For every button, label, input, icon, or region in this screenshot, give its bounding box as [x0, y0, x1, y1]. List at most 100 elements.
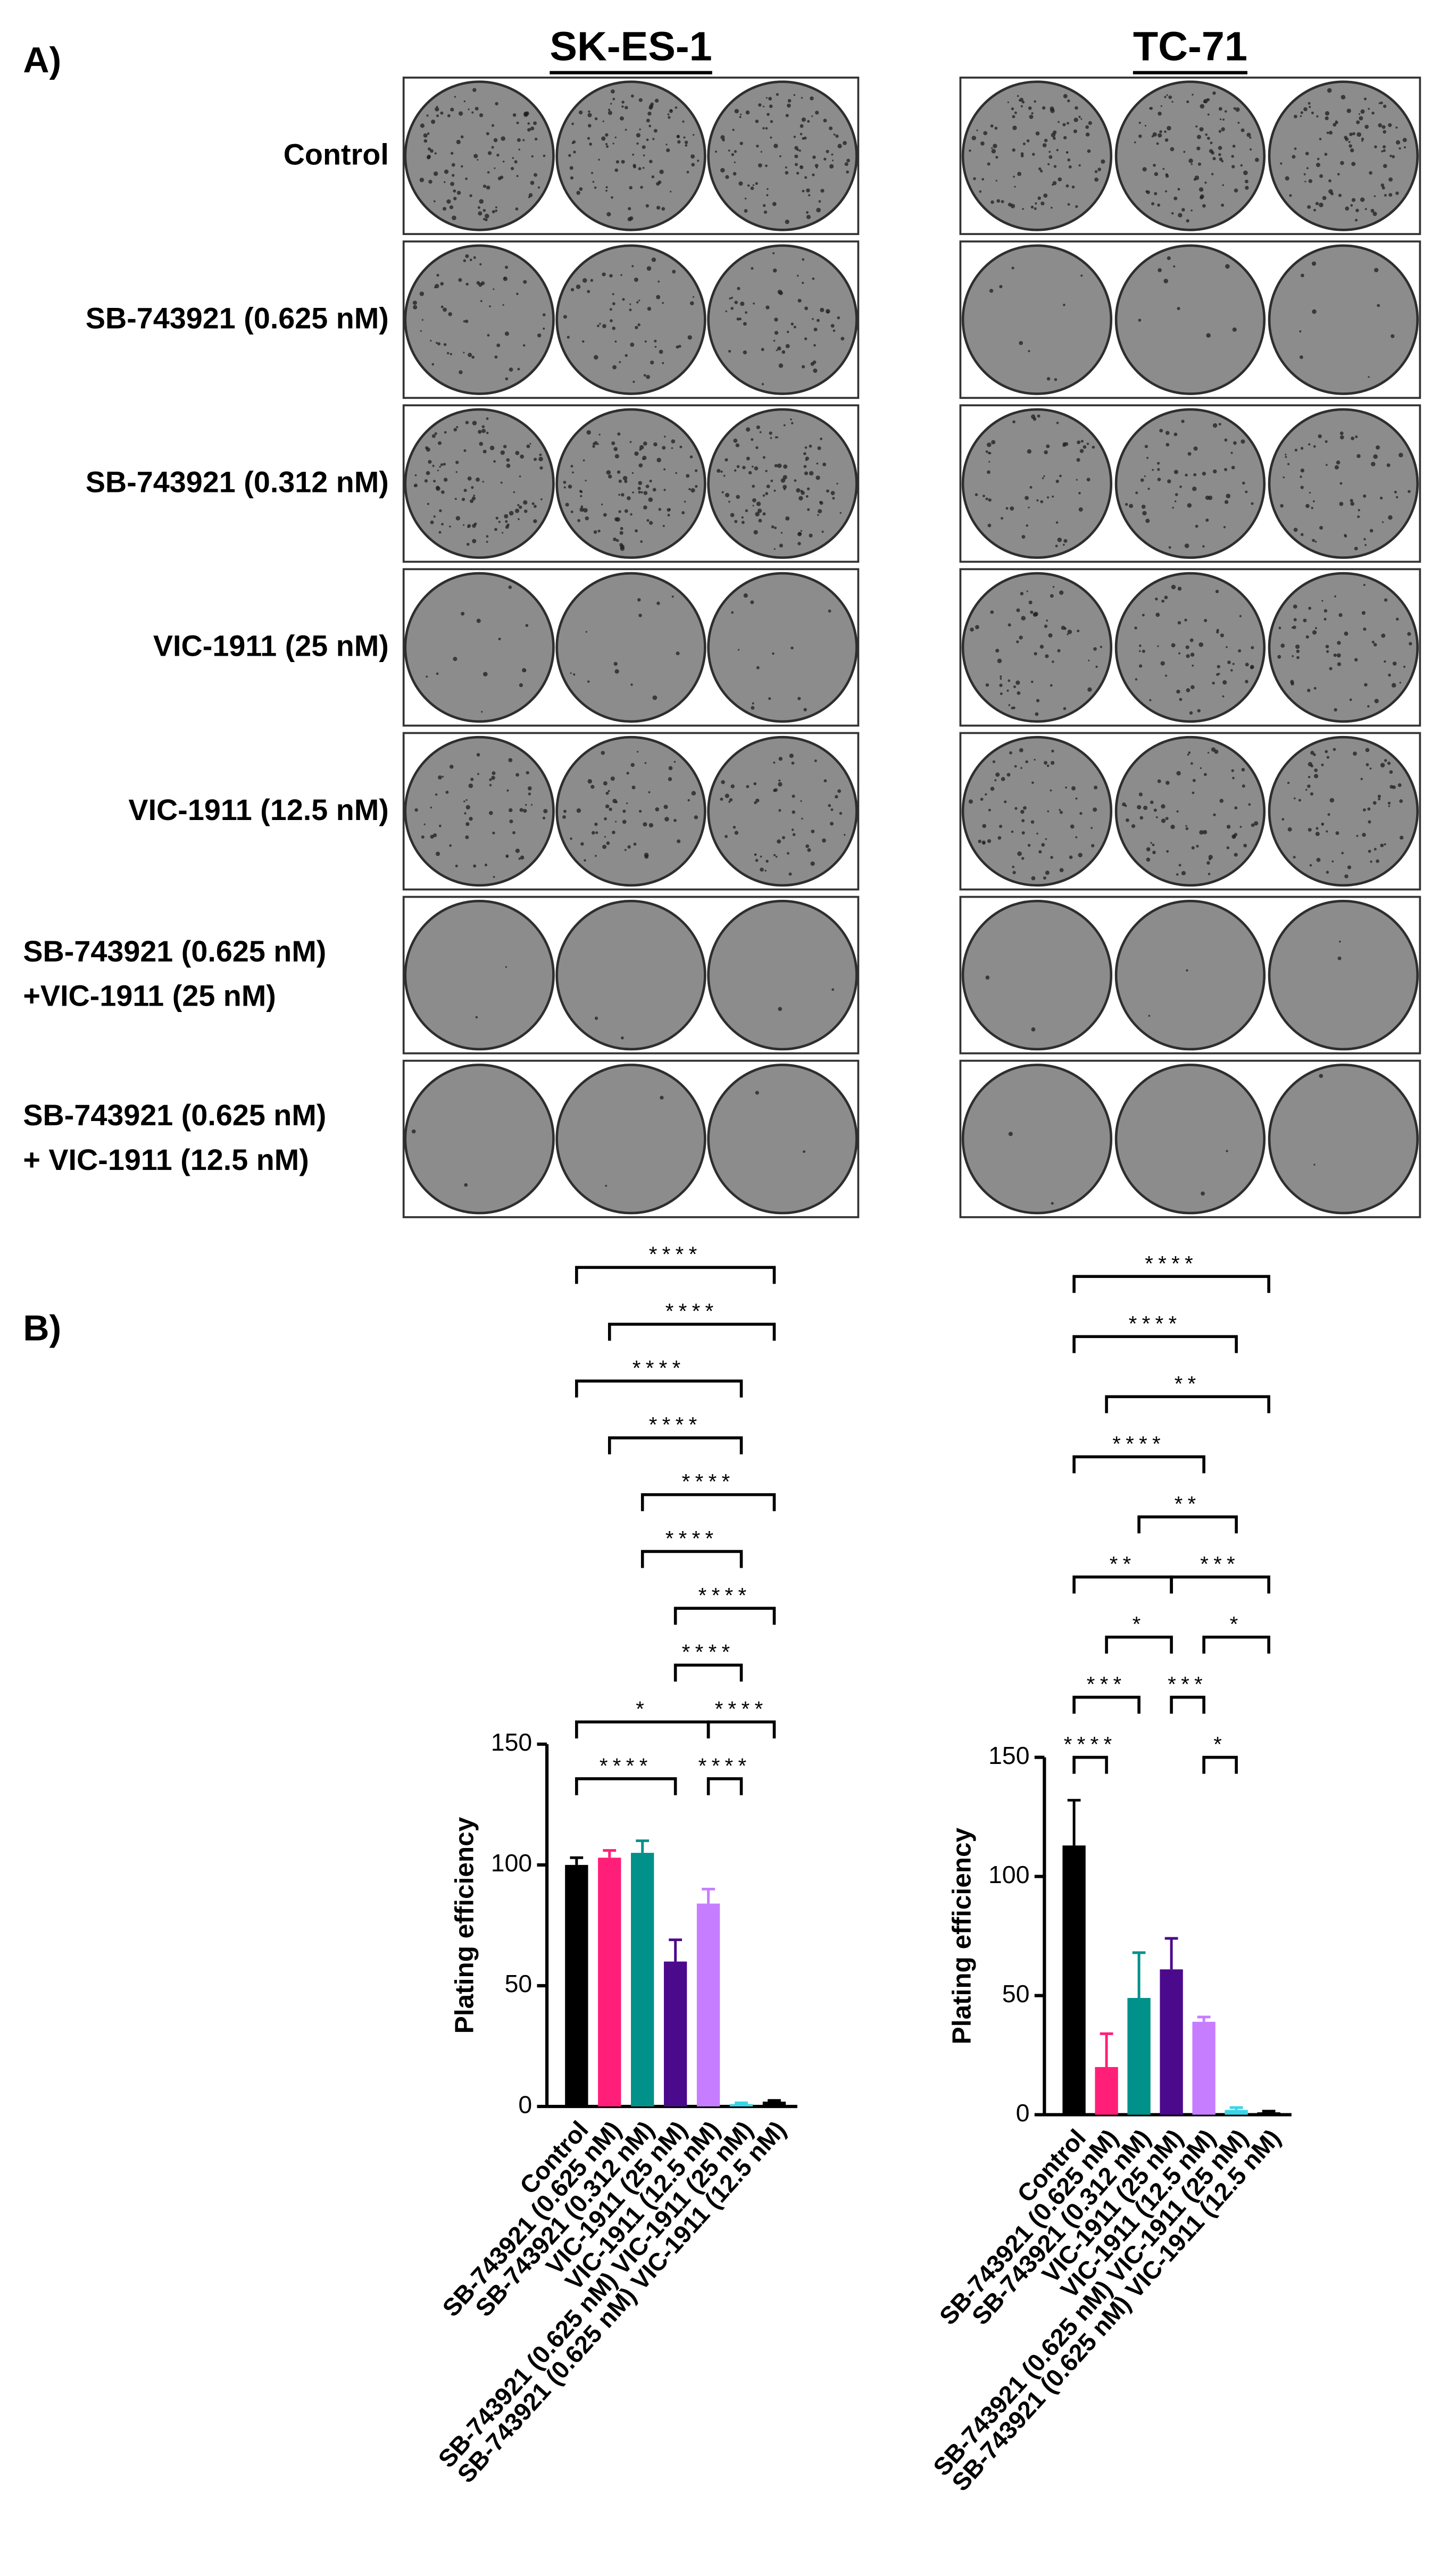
colony [632, 153, 635, 156]
colony [609, 274, 613, 278]
colony [734, 150, 737, 153]
colony [606, 212, 611, 216]
significance-label: **** [665, 1526, 719, 1550]
colony [1364, 544, 1367, 546]
colony [468, 353, 472, 357]
colony [473, 495, 476, 497]
colony [1055, 545, 1058, 548]
colony [998, 824, 1003, 829]
colony [1310, 792, 1313, 796]
colony [568, 484, 572, 489]
colony [531, 804, 533, 806]
colony [1053, 137, 1056, 140]
colony [733, 438, 738, 443]
plate [1114, 80, 1266, 231]
colony [1078, 115, 1081, 119]
colony [1210, 141, 1213, 145]
colony [603, 781, 608, 785]
colony [438, 824, 442, 827]
plate [707, 244, 858, 395]
colony [647, 111, 652, 116]
plate [1268, 408, 1419, 559]
colony [563, 315, 567, 319]
colony [687, 335, 692, 340]
colony [452, 174, 455, 177]
colony [629, 186, 633, 190]
colony [503, 445, 507, 448]
colony [1095, 665, 1098, 668]
colony [765, 470, 768, 472]
colony [828, 609, 831, 613]
colony [619, 361, 621, 363]
colony [1080, 118, 1083, 120]
colony [756, 666, 760, 670]
colony [1388, 193, 1393, 197]
significance-bracket [706, 1777, 743, 1795]
colony [1007, 101, 1009, 103]
colony [1044, 450, 1048, 455]
colony [1287, 463, 1290, 465]
colony [756, 425, 760, 430]
colony [685, 144, 688, 147]
colony [774, 788, 778, 792]
colony [682, 120, 685, 123]
colony [1238, 649, 1242, 653]
colony [1202, 472, 1206, 476]
colony [775, 436, 777, 439]
colony [643, 822, 647, 827]
colony [1232, 663, 1235, 665]
colony [1041, 843, 1045, 847]
colony [746, 785, 750, 788]
colony [636, 142, 639, 145]
colony [1079, 449, 1084, 453]
colony [614, 168, 619, 172]
colony [1153, 808, 1157, 812]
colony [638, 490, 641, 494]
colony [486, 431, 489, 434]
colony [423, 139, 428, 143]
colony [1354, 547, 1358, 551]
colony [803, 465, 807, 469]
colony [1313, 445, 1316, 448]
colony [1397, 783, 1402, 787]
colony [1075, 836, 1078, 839]
significance-bracket [608, 1323, 776, 1341]
colony [785, 220, 789, 224]
colony [1012, 148, 1016, 152]
colony [1139, 816, 1144, 820]
colony [1354, 219, 1358, 222]
colony [1230, 669, 1233, 672]
colony [644, 340, 647, 343]
colony [1185, 827, 1189, 830]
colony [1234, 806, 1238, 810]
colony [455, 461, 459, 464]
colony [1094, 170, 1098, 173]
colony [745, 110, 750, 115]
colony [583, 508, 588, 513]
colony [431, 119, 436, 124]
plate [1114, 1064, 1266, 1215]
colony [669, 508, 671, 511]
colony [427, 147, 431, 151]
colony [1151, 135, 1154, 138]
colony [440, 305, 444, 308]
colony [801, 365, 805, 369]
error-bar [603, 1849, 617, 1858]
colony [432, 833, 437, 838]
colony [820, 189, 825, 193]
plate [707, 80, 858, 231]
colony [1071, 786, 1076, 791]
colony [1050, 789, 1052, 792]
colony [1063, 539, 1068, 543]
colony [1300, 486, 1304, 489]
colony [1206, 137, 1210, 140]
colony [1144, 445, 1148, 448]
colony [1212, 91, 1216, 95]
colony [1382, 186, 1385, 190]
colony [1159, 429, 1163, 433]
colony [525, 624, 529, 627]
colony [637, 323, 640, 327]
colony [605, 791, 609, 795]
colony [605, 186, 608, 189]
colony [800, 165, 802, 168]
